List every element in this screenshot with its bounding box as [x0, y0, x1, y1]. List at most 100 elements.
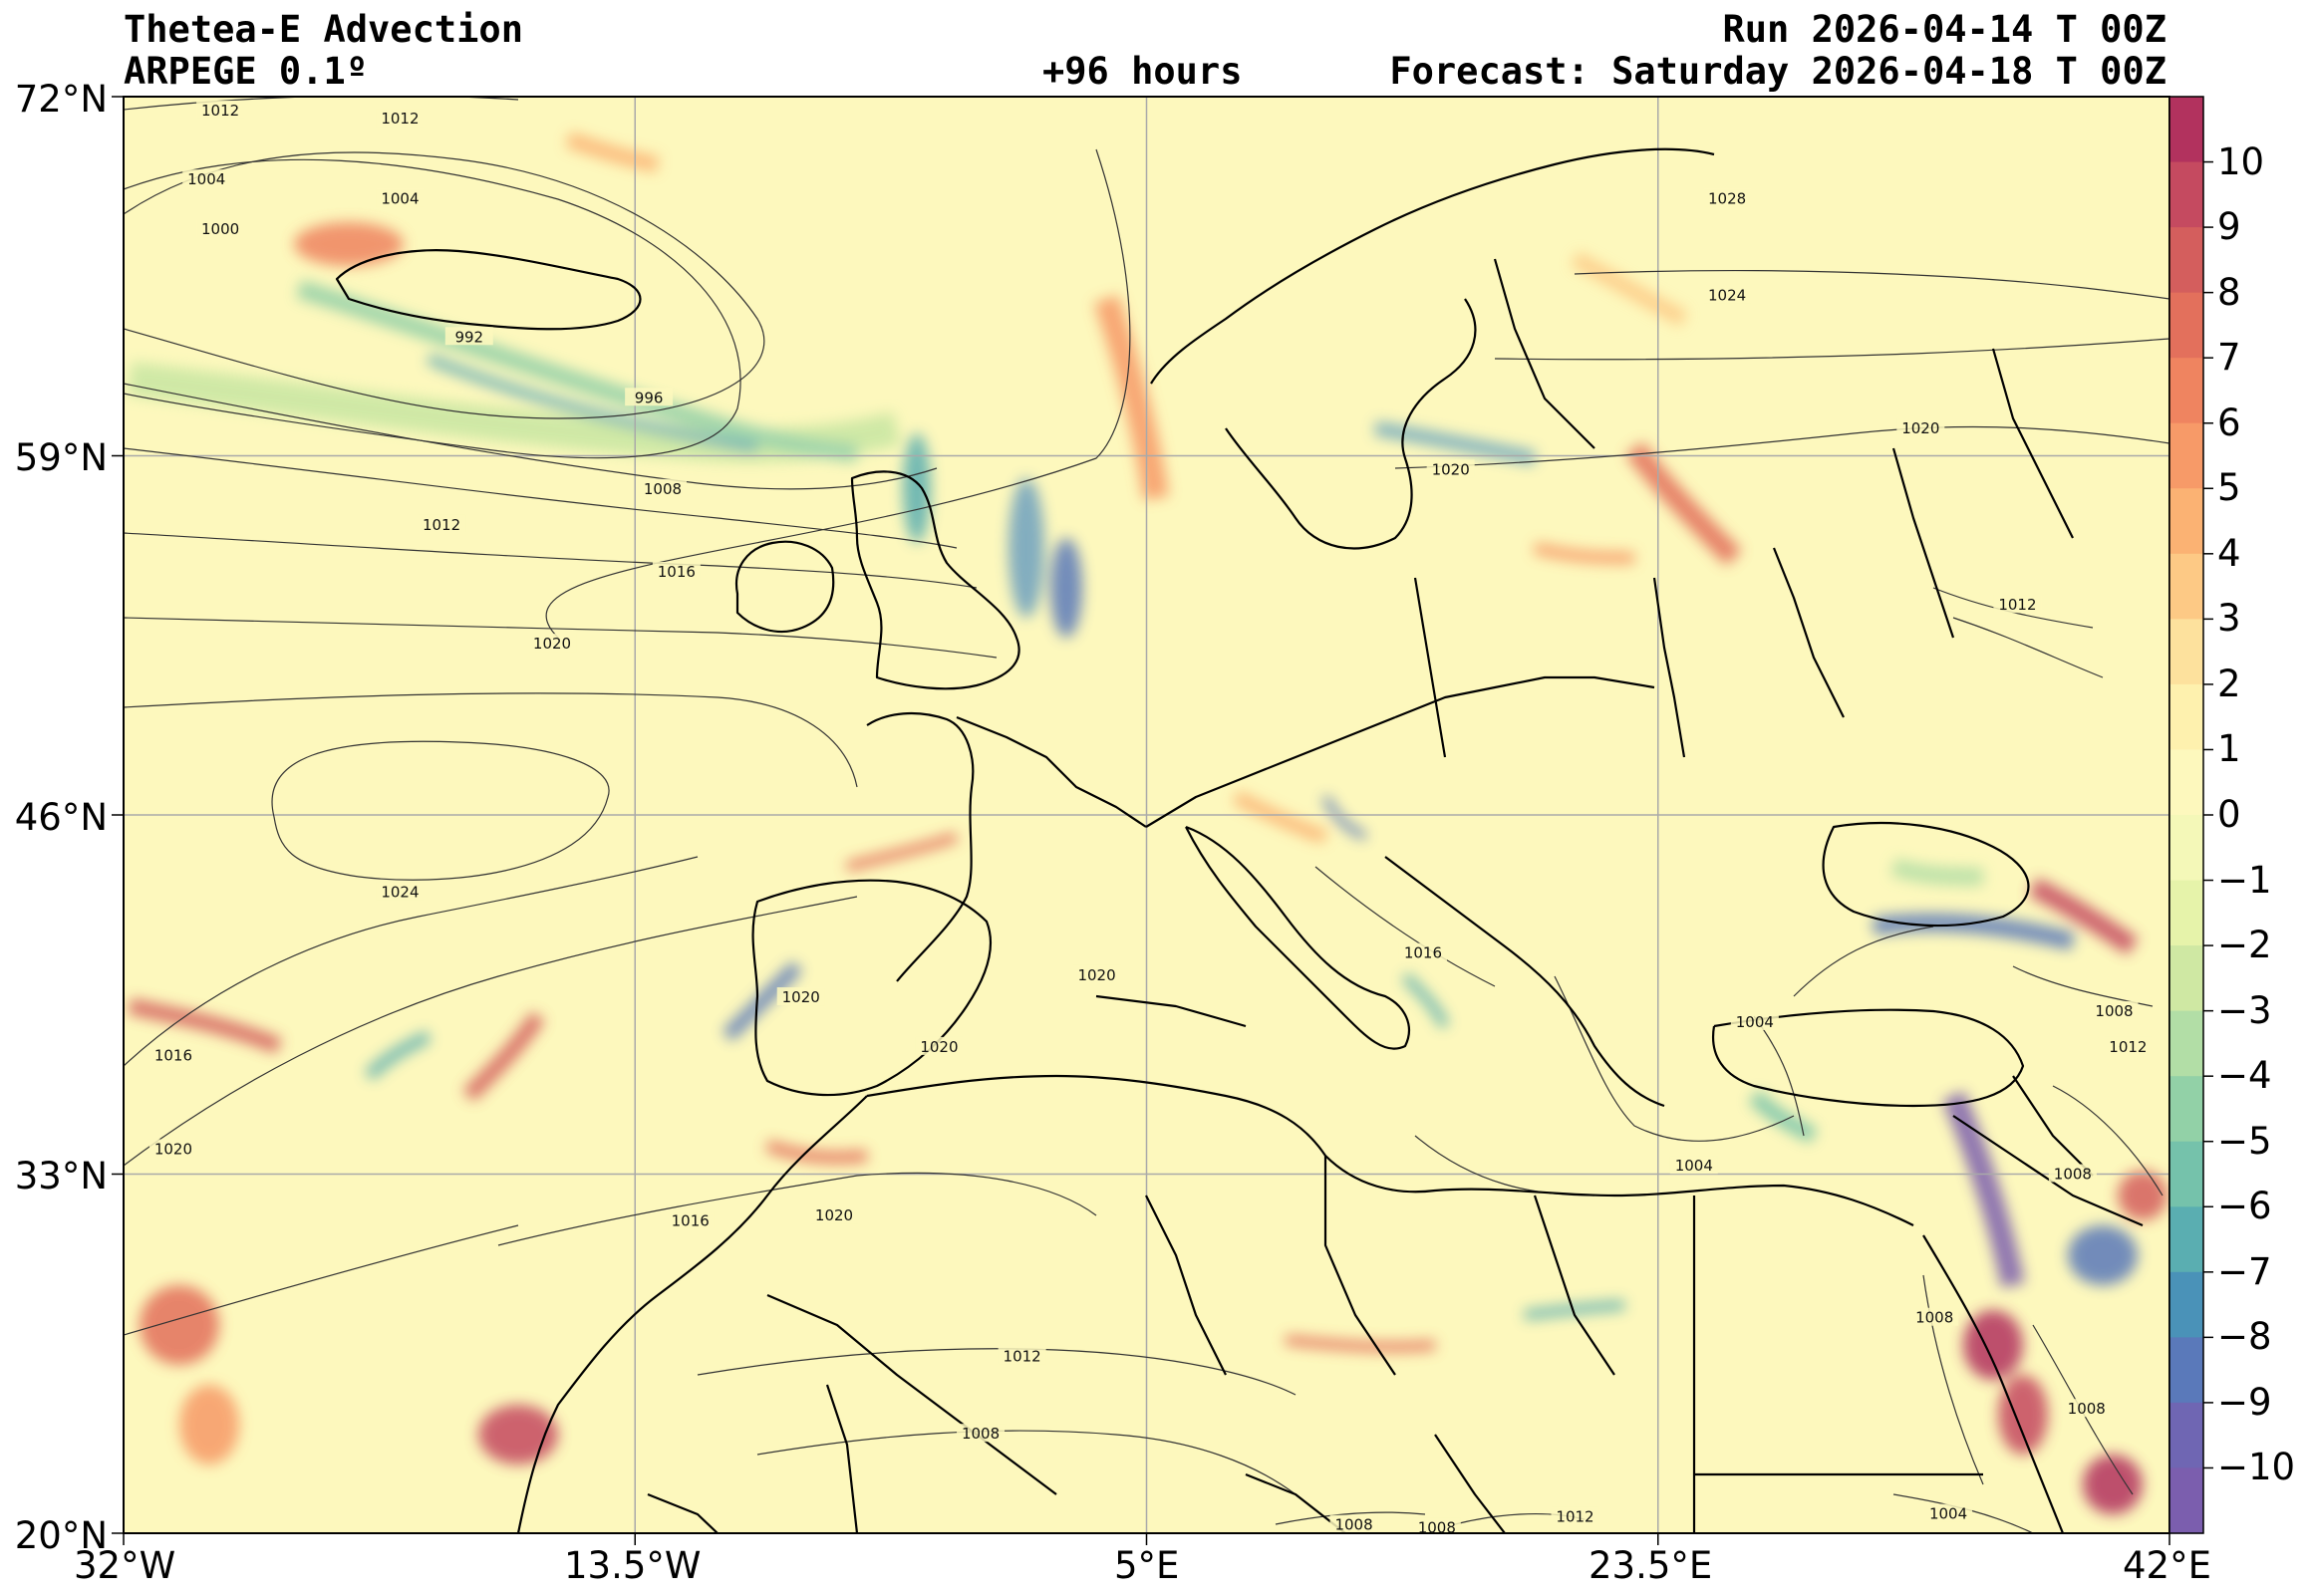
- isobar-label: 1012: [201, 102, 239, 120]
- italy-coast: [1185, 825, 1410, 1050]
- colorbar-segment: [2169, 1076, 2203, 1143]
- lat-tick-marks: [112, 96, 124, 1534]
- isobar-label: 1008: [1334, 1516, 1372, 1534]
- isobar-label-bg: [376, 188, 425, 207]
- lon-tick-label: 42°E: [2123, 1544, 2211, 1587]
- isobar-label: 1008: [2095, 1002, 2133, 1020]
- lat-tick-label: 72°N: [14, 78, 108, 121]
- isobar-label: 1004: [1736, 1013, 1774, 1031]
- isobar-label-bg: [418, 514, 466, 533]
- isobar-label: 1024: [381, 884, 419, 902]
- colorbar-tick-label: 1: [2217, 727, 2241, 771]
- isobar-label-bg: [1329, 1514, 1378, 1533]
- isobar-label: 1008: [2054, 1166, 2092, 1184]
- isobar-label-bg: [376, 882, 425, 901]
- isobar-label-bg: [625, 388, 674, 406]
- isobar-label: 1016: [154, 1046, 192, 1064]
- isobar-label: 1020: [920, 1038, 958, 1056]
- colorbar-segment: [2169, 945, 2203, 1012]
- isobar-label-bg: [182, 169, 231, 188]
- turkey-coast: [1711, 1008, 2025, 1108]
- isobar-label-bg: [528, 634, 577, 653]
- border-9: [1493, 258, 1595, 449]
- isobar-label: 1020: [154, 1141, 192, 1159]
- britain-coast: [850, 470, 1020, 690]
- border-10: [1145, 1195, 1227, 1376]
- colorbar-tick-label: 8: [2217, 270, 2241, 314]
- isobar-label: 1004: [187, 170, 225, 188]
- isobar-label-bg: [196, 219, 245, 238]
- isobar-label: 1008: [2068, 1400, 2106, 1418]
- border-8: [1991, 348, 2074, 539]
- isobar-label: 1008: [1418, 1518, 1456, 1536]
- colorbar-tick-label: −6: [2217, 1185, 2272, 1228]
- isobar-label-bg: [1993, 595, 2042, 614]
- colorbar-segment: [2169, 422, 2203, 489]
- border-7: [1891, 447, 1955, 639]
- isobar-label-bg: [1924, 1503, 1973, 1522]
- colorbar-tick-label: 9: [2217, 205, 2241, 249]
- colorbar-tick-label: −5: [2217, 1119, 2272, 1163]
- isobar-label: 1000: [201, 220, 239, 238]
- border-14: [1434, 1434, 1506, 1533]
- west-africa-coast: [516, 1095, 868, 1533]
- isobar-label-bg: [957, 1424, 1006, 1443]
- colorbar-segment: [2169, 292, 2203, 359]
- isobar-label: 1012: [381, 110, 419, 128]
- isobar-label-bg: [1703, 188, 1752, 207]
- colorbar-tick-label: 7: [2217, 336, 2241, 380]
- isobar-label: 1016: [672, 1212, 710, 1230]
- colorbar-segment: [2169, 880, 2203, 946]
- advection-field: [128, 132, 2168, 1514]
- border-17: [1952, 1115, 2144, 1227]
- lon-tick-label: 32°W: [74, 1544, 176, 1587]
- isobar-label-bg: [148, 1139, 197, 1158]
- border-4: [1413, 577, 1447, 758]
- iceland-coast: [335, 249, 642, 331]
- isobar-label: 1008: [962, 1425, 1000, 1443]
- colorbar-tick-label: 2: [2217, 662, 2241, 705]
- isobar-label: 1004: [1929, 1505, 1967, 1523]
- colorbar-segment: [2169, 161, 2203, 228]
- isobar-label-bg: [376, 109, 425, 128]
- isobar-label: 1004: [1675, 1157, 1713, 1175]
- isobar-label-bg: [1730, 1011, 1779, 1030]
- isobar-label-bg: [1551, 1506, 1599, 1525]
- isobar-label: 1012: [423, 516, 460, 534]
- coastlines-borders: [335, 147, 2144, 1533]
- lat-tick-label: 33°N: [14, 1155, 108, 1197]
- colorbar-segment: [2169, 619, 2203, 685]
- isobar-label: 1020: [533, 635, 571, 653]
- colorbar-segment: [2169, 97, 2203, 163]
- border-20: [1245, 1472, 1346, 1533]
- border-6: [1772, 547, 1845, 718]
- colorbar-segment: [2169, 1206, 2203, 1273]
- border-5: [1652, 577, 1686, 758]
- lon-tick-label: 13.5°W: [564, 1544, 702, 1587]
- isobar-label-bg: [196, 100, 245, 119]
- isobar-label-bg: [148, 1045, 197, 1064]
- border-12: [766, 1293, 1057, 1495]
- isobar-label-bg: [915, 1036, 964, 1055]
- isobar-label-bg: [1412, 1517, 1461, 1533]
- lon-tick-label: 23.5°E: [1589, 1544, 1713, 1587]
- border-11: [1323, 1156, 1396, 1376]
- isobar-label-bg: [638, 478, 687, 497]
- isobar-label: 1020: [1901, 419, 1939, 437]
- isobar-label: 1020: [1432, 460, 1470, 478]
- colorbar-segment: [2169, 1141, 2203, 1207]
- isobar-label: 1008: [644, 480, 682, 498]
- isobar-label: 1020: [1077, 966, 1115, 984]
- isobar-label-bg: [1669, 1156, 1718, 1175]
- isobar-label: 1004: [381, 190, 419, 208]
- scandinavia-south: [1225, 298, 1477, 550]
- border-1: [956, 715, 1147, 828]
- colorbar-segment: [2169, 358, 2203, 424]
- isobar-label-bg: [2090, 1000, 2139, 1019]
- colorbar-segment: [2169, 815, 2203, 882]
- colorbar-tick-label: 10: [2217, 139, 2265, 183]
- border-18: [2012, 1075, 2094, 1177]
- black-sea: [1822, 822, 2030, 928]
- forecast-label: Forecast: Saturday 2026-04-18 T 00Z: [1389, 50, 2167, 93]
